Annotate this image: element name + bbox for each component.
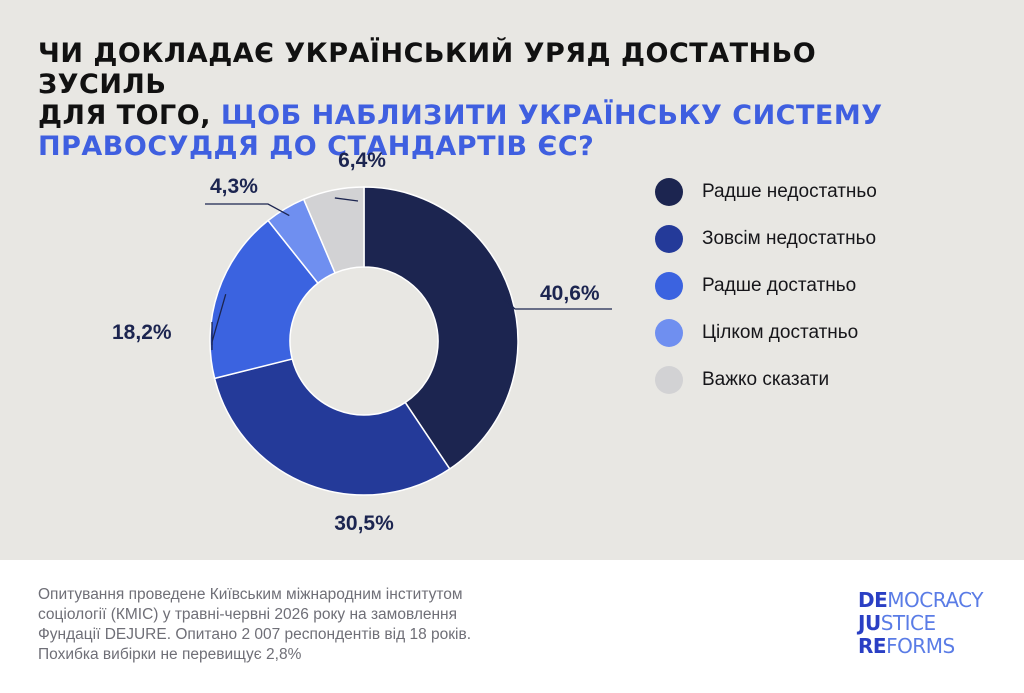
legend-swatch-2	[655, 272, 683, 300]
legend-label-4: Важко сказати	[702, 369, 830, 390]
title-line-2: ДЛЯ ТОГО, ЩОБ НАБЛИЗИТИ УКРАЇНСЬКУ СИСТЕ…	[38, 100, 918, 131]
value-label-3: 4,3%	[210, 175, 258, 198]
legend-label-3: Цілком достатньо	[702, 322, 859, 343]
value-label-4: 6,4%	[338, 149, 386, 172]
title-line-3: ПРАВОСУДДЯ ДО СТАНДАРТІВ ЄС?	[38, 131, 595, 162]
legend-item-0: Радше недостатньо	[655, 178, 877, 206]
legend-item-3: Цілком достатньо	[655, 319, 877, 347]
value-label-0: 40,6%	[540, 282, 600, 305]
donut-chart: 40,6% 30,5% 18,2% 4,3% 6,4%	[112, 149, 612, 535]
title-line-2-prefix: ДЛЯ ТОГО,	[38, 100, 221, 131]
value-label-2: 18,2%	[112, 321, 172, 344]
legend-item-1: Зовсім недостатньо	[655, 225, 877, 253]
survey-note: Опитування проведене Київським міжнародн…	[38, 585, 558, 665]
donut-slice-4	[302, 186, 365, 274]
logo-row-3-rest: FORMS	[886, 634, 955, 658]
legend-swatch-0	[655, 178, 683, 206]
donut-labels: 40,6% 30,5% 18,2% 4,3% 6,4%	[112, 149, 612, 535]
logo-row-1-bold: DE	[858, 588, 888, 612]
donut-slice-2	[209, 219, 319, 380]
logo-row-3: REFORMS	[858, 635, 983, 658]
legend-label-2: Радше достатньо	[702, 275, 857, 296]
legend-swatch-1	[655, 225, 683, 253]
chart-title: ЧИ ДОКЛАДАЄ УКРАЇНСЬКИЙ УРЯД ДОСТАТНЬО З…	[38, 38, 918, 162]
djr-logo: DEMOCRACY JUSTICE REFORMS	[858, 589, 983, 658]
leader-line-0	[503, 298, 612, 310]
logo-row-2: JUSTICE	[858, 612, 983, 635]
logo-row-3-bold: RE	[858, 634, 887, 658]
logo-row-2-bold: JU	[858, 611, 881, 635]
donut-slice-1	[213, 358, 451, 496]
survey-note-line-2: соціології (КМІС) у травні-червні 2026 р…	[38, 606, 458, 623]
leader-line-4	[334, 197, 359, 202]
title-line-2-accent: ЩОБ НАБЛИЗИТИ УКРАЇНСЬКУ СИСТЕМУ	[220, 100, 883, 131]
donut-slice-0	[363, 186, 519, 470]
legend-swatch-3	[655, 319, 683, 347]
chart-card	[0, 0, 1024, 560]
value-label-1: 30,5%	[334, 512, 394, 535]
logo-row-1-rest: MOCRACY	[887, 588, 983, 612]
legend-label-1: Зовсім недостатньо	[702, 228, 877, 249]
logo-row-1: DEMOCRACY	[858, 589, 983, 612]
title-line-1: ЧИ ДОКЛАДАЄ УКРАЇНСЬКИЙ УРЯД ДОСТАТНЬО З…	[38, 38, 817, 100]
survey-note-line-4: Похибка вибірки не перевищує 2,8%	[38, 646, 302, 663]
legend-item-4: Важко сказати	[655, 366, 877, 394]
legend-item-2: Радше достатньо	[655, 272, 877, 300]
chart-legend: Радше недостатньо Зовсім недостатньо Рад…	[655, 178, 877, 415]
logo-row-2-rest: STICE	[880, 611, 936, 635]
survey-note-line-3: Фундації DEJURE. Опитано 2 007 респонден…	[38, 626, 472, 643]
legend-label-0: Радше недостатньо	[702, 181, 877, 202]
legend-swatch-4	[655, 366, 683, 394]
survey-note-line-1: Опитування проведене Київським міжнародн…	[38, 586, 463, 603]
donut-slices	[209, 186, 519, 496]
leader-line-3	[205, 203, 290, 217]
